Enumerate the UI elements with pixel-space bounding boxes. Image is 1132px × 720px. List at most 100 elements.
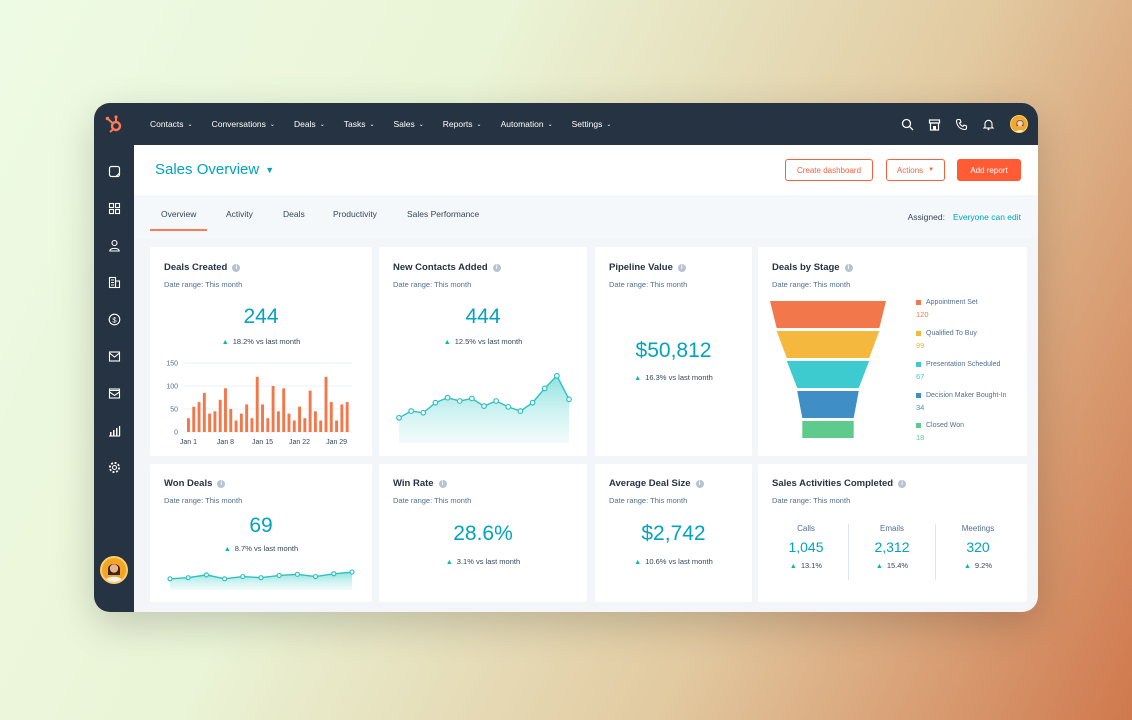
data-point[interactable] bbox=[349, 569, 355, 575]
add-report-button[interactable]: Add report bbox=[957, 159, 1021, 181]
data-point[interactable] bbox=[276, 572, 282, 579]
bar[interactable] bbox=[282, 388, 286, 432]
info-icon[interactable]: i bbox=[677, 263, 686, 272]
user-avatar[interactable] bbox=[1010, 115, 1028, 133]
pipeline-value-card[interactable]: Pipeline Value i Date range: This month $… bbox=[595, 247, 752, 456]
data-point[interactable] bbox=[396, 414, 402, 421]
bar[interactable] bbox=[340, 404, 344, 432]
bar[interactable] bbox=[308, 390, 312, 432]
nav-deals[interactable]: Deals ⌄ bbox=[294, 119, 325, 129]
nav-sales[interactable]: Sales ⌄ bbox=[393, 119, 423, 129]
average-deal-size-card[interactable]: Average Deal Size i Date range: This mont… bbox=[595, 464, 752, 602]
bar[interactable] bbox=[255, 376, 259, 432]
bar[interactable] bbox=[229, 409, 233, 432]
funnel-stage[interactable] bbox=[802, 421, 854, 438]
bar[interactable] bbox=[208, 413, 212, 432]
bar[interactable] bbox=[250, 418, 254, 432]
marketplace-icon[interactable] bbox=[927, 117, 941, 131]
bar[interactable] bbox=[202, 392, 206, 432]
assigned-link[interactable]: Everyone can edit bbox=[952, 212, 1021, 222]
data-point[interactable] bbox=[331, 571, 337, 577]
bar[interactable] bbox=[261, 404, 264, 432]
nav-tasks[interactable]: Tasks ⌄ bbox=[344, 119, 375, 129]
bar[interactable] bbox=[287, 413, 291, 432]
bar[interactable] bbox=[218, 399, 222, 432]
bar[interactable] bbox=[276, 411, 280, 432]
bar[interactable] bbox=[224, 388, 227, 432]
data-point[interactable] bbox=[517, 408, 524, 414]
bar[interactable] bbox=[271, 386, 275, 432]
companies-building-icon[interactable] bbox=[106, 274, 122, 290]
data-point[interactable] bbox=[408, 408, 415, 414]
data-point[interactable] bbox=[481, 403, 487, 409]
sales-activities-card[interactable]: Sales Activities Completed i Date range: … bbox=[758, 464, 1027, 602]
data-point[interactable] bbox=[221, 576, 228, 582]
info-icon[interactable]: i bbox=[492, 263, 501, 272]
data-point[interactable] bbox=[529, 399, 536, 406]
bar[interactable] bbox=[329, 402, 333, 432]
data-point[interactable] bbox=[505, 403, 512, 410]
phone-icon[interactable] bbox=[954, 117, 968, 131]
bar[interactable] bbox=[234, 420, 238, 433]
bar[interactable] bbox=[213, 411, 217, 432]
data-point[interactable] bbox=[240, 573, 246, 580]
data-point[interactable] bbox=[566, 396, 572, 403]
dashboard-grid-icon[interactable] bbox=[106, 200, 122, 216]
data-point[interactable] bbox=[432, 399, 439, 406]
funnel-stage[interactable] bbox=[776, 331, 880, 358]
win-rate-card[interactable]: Win Rate i Date range: This month 28.6% ▲… bbox=[379, 464, 587, 602]
bar[interactable] bbox=[335, 420, 339, 433]
profile-avatar[interactable] bbox=[100, 556, 128, 584]
data-point[interactable] bbox=[493, 398, 500, 404]
data-point[interactable] bbox=[258, 575, 264, 581]
tab-deals[interactable]: Deals bbox=[283, 209, 305, 219]
info-icon[interactable]: i bbox=[898, 479, 907, 488]
bar[interactable] bbox=[313, 411, 317, 432]
dashboard-selector[interactable]: Sales Overview ▼ bbox=[155, 161, 274, 178]
bar[interactable] bbox=[245, 404, 249, 432]
tab-productivity[interactable]: Productivity bbox=[333, 209, 377, 219]
nav-automation[interactable]: Automation ⌄ bbox=[501, 119, 553, 129]
nav-settings[interactable]: Settings ⌄ bbox=[572, 119, 612, 129]
info-icon[interactable]: i bbox=[438, 479, 447, 488]
tab-overview[interactable]: Overview bbox=[150, 209, 208, 231]
chat-icon[interactable] bbox=[106, 163, 122, 179]
info-icon[interactable]: i bbox=[232, 263, 241, 272]
data-point[interactable] bbox=[167, 576, 173, 582]
funnel-stage[interactable] bbox=[786, 361, 870, 388]
bar[interactable] bbox=[319, 420, 323, 433]
data-point[interactable] bbox=[420, 409, 427, 416]
nav-reports[interactable]: Reports ⌄ bbox=[443, 119, 482, 129]
contacts-person-icon[interactable] bbox=[106, 237, 122, 253]
search-icon[interactable] bbox=[900, 117, 914, 131]
bar[interactable] bbox=[298, 406, 302, 432]
email-icon[interactable] bbox=[106, 385, 122, 401]
data-point[interactable] bbox=[294, 571, 300, 577]
data-point[interactable] bbox=[553, 372, 560, 379]
data-point[interactable] bbox=[313, 573, 319, 580]
nav-contacts[interactable]: Contacts ⌄ bbox=[150, 119, 193, 129]
won-deals-card[interactable]: Won Deals i Date range: This month 69 ▲ 8.… bbox=[150, 464, 372, 602]
tab-activity[interactable]: Activity bbox=[226, 209, 253, 219]
reports-bar-chart-icon[interactable] bbox=[106, 422, 122, 438]
settings-gear-icon[interactable] bbox=[106, 459, 122, 475]
bar[interactable] bbox=[303, 418, 307, 432]
data-point[interactable] bbox=[203, 572, 210, 578]
deals-by-stage-card[interactable]: Deals by Stage i Date range: This month A… bbox=[758, 247, 1027, 456]
data-point[interactable] bbox=[185, 575, 191, 581]
bar[interactable] bbox=[239, 413, 243, 432]
actions-button[interactable]: Actions ▼ bbox=[886, 159, 945, 181]
inbox-icon[interactable] bbox=[106, 348, 122, 364]
nav-conversations[interactable]: Conversations ⌄ bbox=[212, 119, 275, 129]
bar[interactable] bbox=[345, 402, 349, 432]
data-point[interactable] bbox=[468, 395, 475, 402]
bar[interactable] bbox=[266, 418, 270, 432]
funnel-stage[interactable] bbox=[770, 301, 886, 328]
new-contacts-card[interactable]: New Contacts Added i Date range: This mon… bbox=[379, 247, 587, 456]
bar[interactable] bbox=[187, 418, 190, 432]
data-point[interactable] bbox=[456, 398, 463, 404]
info-icon[interactable]: i bbox=[844, 263, 853, 272]
tab-sales-performance[interactable]: Sales Performance bbox=[407, 209, 480, 219]
hubspot-logo-icon[interactable] bbox=[94, 103, 134, 145]
data-point[interactable] bbox=[444, 394, 451, 401]
